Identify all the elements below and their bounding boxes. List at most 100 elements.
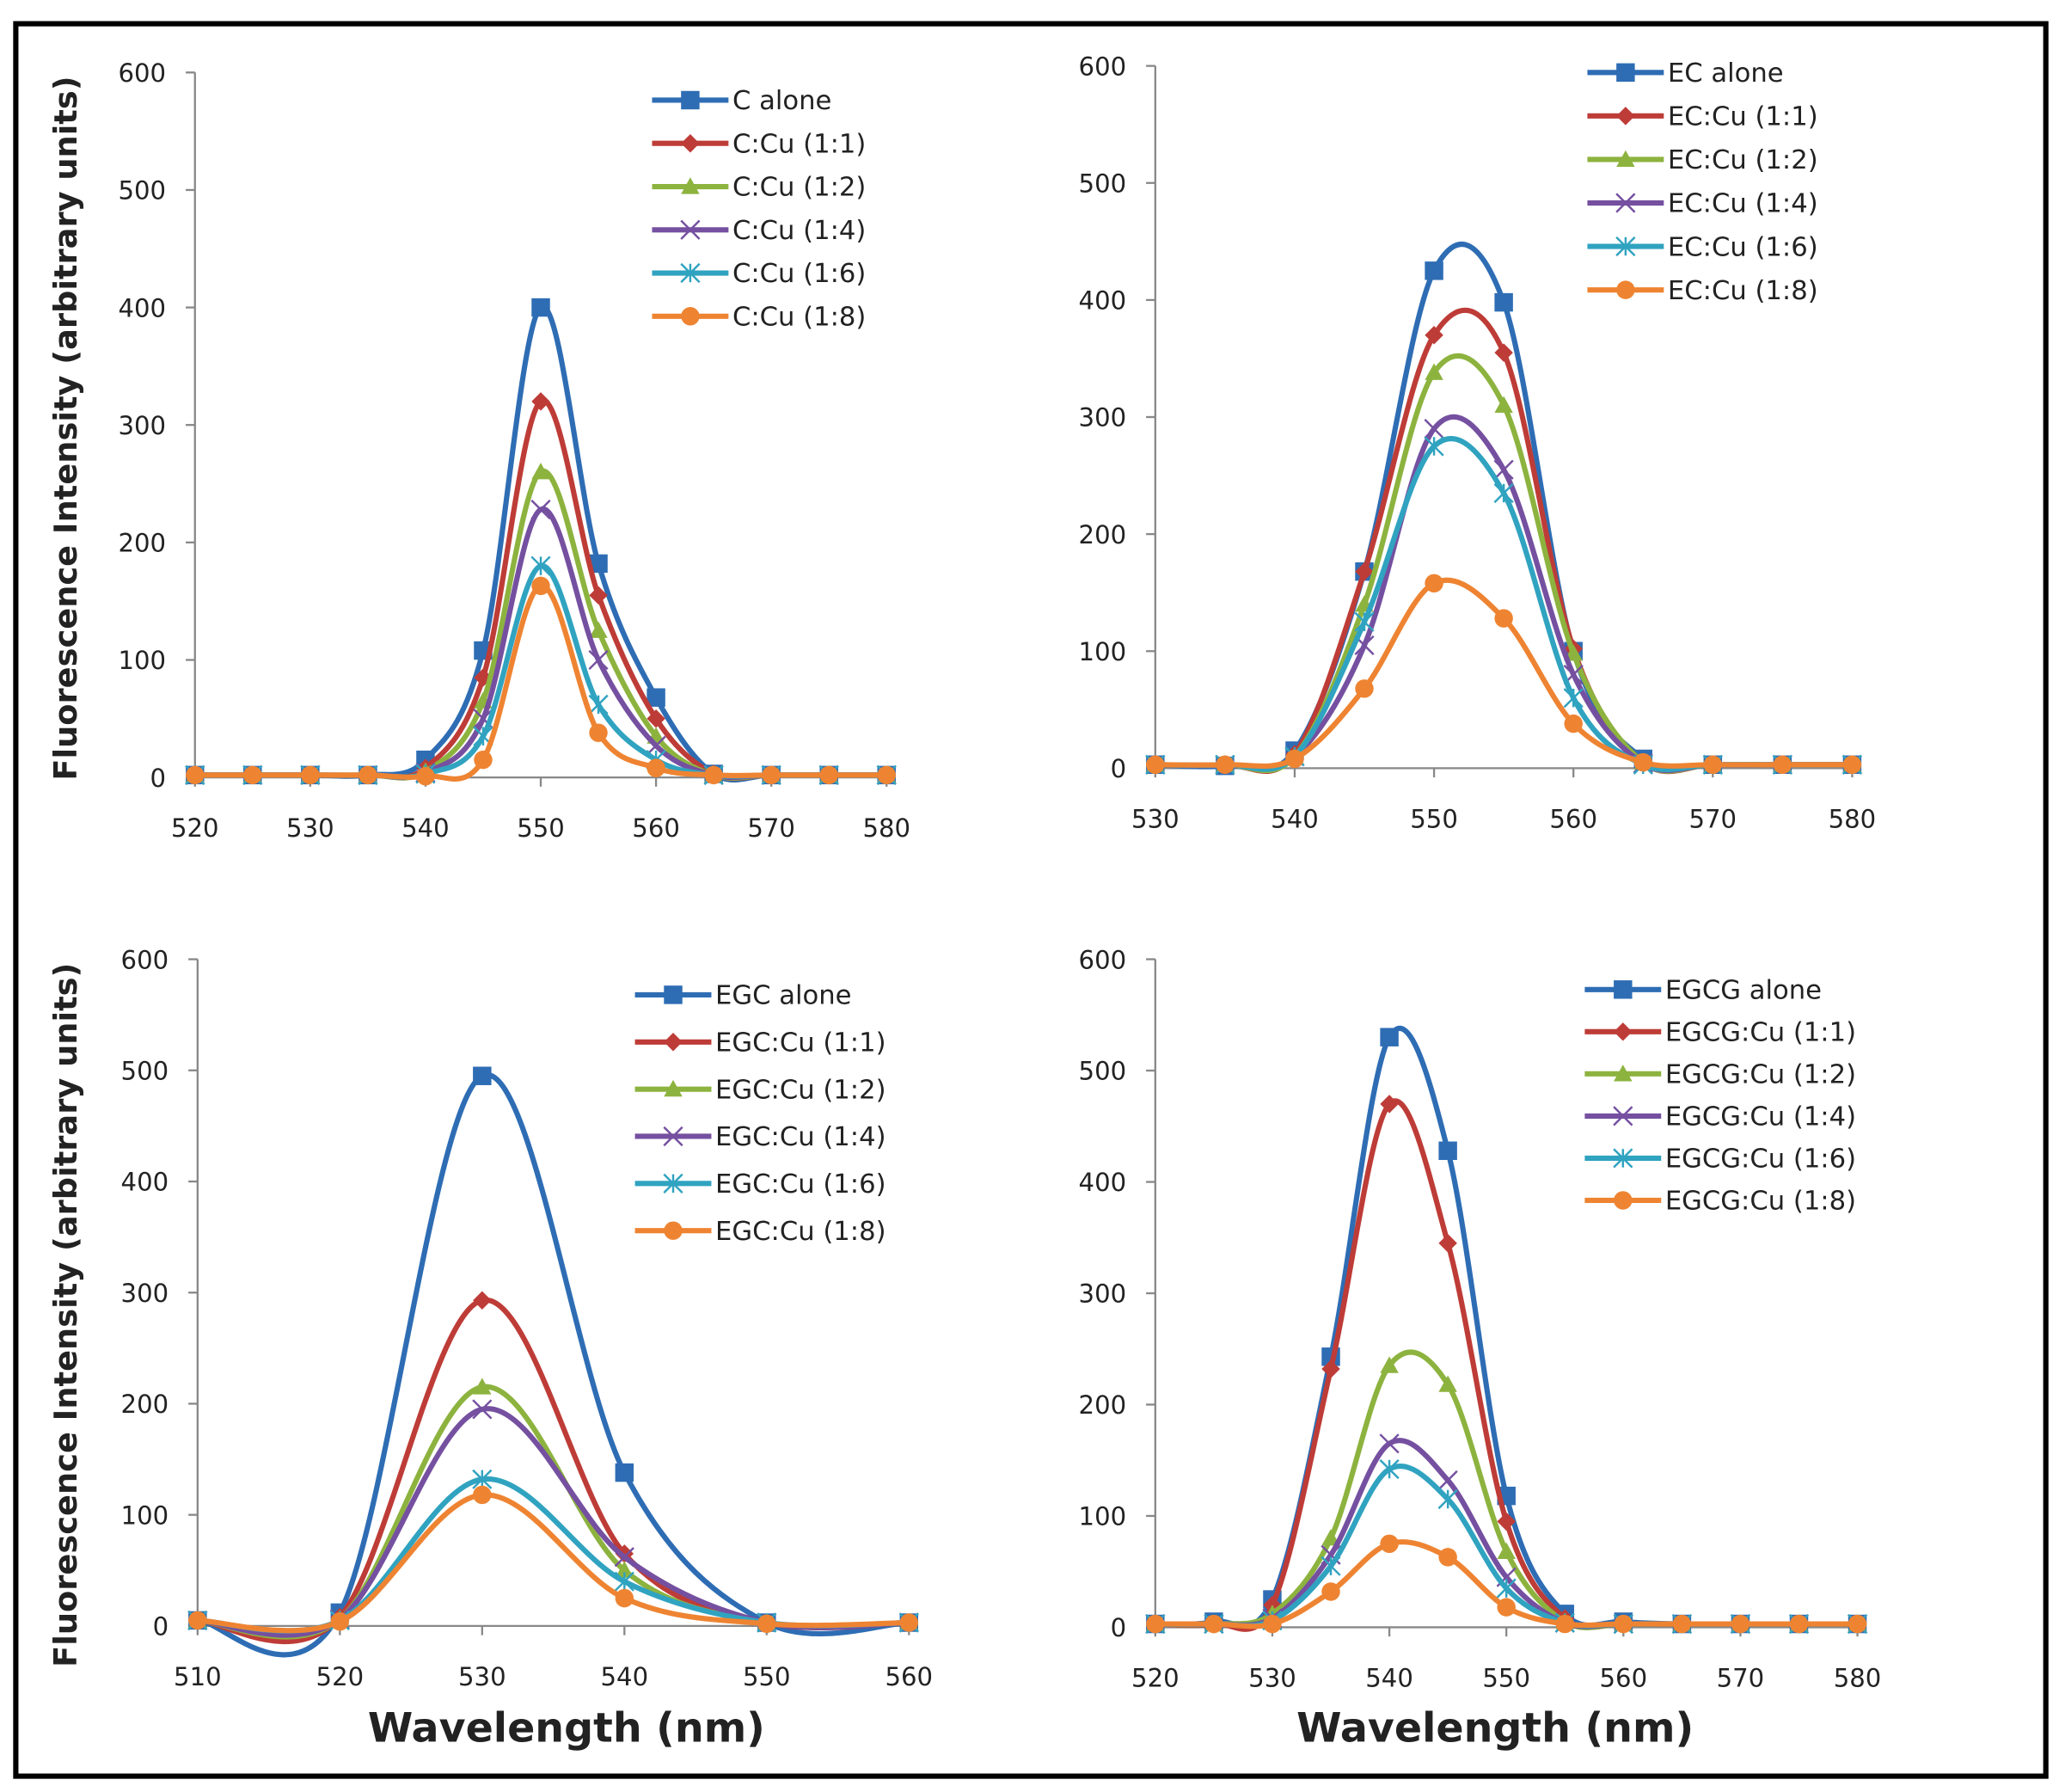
data-point: [474, 750, 493, 770]
data-point: [615, 1463, 634, 1482]
square-marker: [531, 298, 550, 317]
x-marker: [663, 1126, 683, 1147]
series-line: [197, 1492, 910, 1634]
circle-marker: [1614, 1191, 1633, 1210]
x-marker: [680, 219, 701, 240]
circle-marker: [1204, 1614, 1223, 1634]
data-point: [530, 499, 551, 520]
circle-marker: [1355, 679, 1374, 698]
data-point: [531, 392, 550, 411]
circle-marker: [1842, 755, 1862, 775]
circle-marker: [188, 1611, 207, 1630]
circle-marker: [358, 765, 377, 785]
circle-marker: [615, 1588, 634, 1608]
data-point: [416, 766, 435, 786]
chart-panel-1: 0 100 200 300 400 500 600 520 530 540 550 560 570 580…: [47, 58, 910, 843]
circle-marker: [899, 1613, 919, 1632]
data-point: [1438, 1375, 1457, 1392]
x-tick-label: 520: [316, 1662, 365, 1691]
data-point: [1438, 1548, 1457, 1567]
asterisk-marker: [663, 1173, 683, 1194]
series-1: [1146, 242, 1862, 776]
x-marker: [1424, 419, 1444, 439]
asterisk-marker: [530, 555, 551, 576]
data-point: [588, 649, 609, 671]
diamond-marker: [589, 586, 608, 605]
x-tick-label: 540: [601, 1662, 649, 1691]
diamond-marker: [1616, 107, 1635, 126]
square-marker: [1616, 63, 1635, 83]
triangle-marker: [1438, 1375, 1457, 1392]
legend-marker: [1616, 150, 1635, 168]
triangle-marker: [664, 1079, 683, 1097]
data-point: [1848, 1614, 1867, 1634]
data-point: [1496, 1578, 1517, 1599]
y-tick-label: 500: [1079, 1057, 1127, 1086]
circle-marker: [681, 307, 700, 326]
legend-entry: EGC:Cu (1:2): [634, 1075, 886, 1105]
legend-entry: EC:Cu (1:4): [1587, 189, 1818, 219]
chart-panel-2: 0 100 200 300 400 500 600 530 540 550 560 570 580 EC …: [1079, 52, 1877, 833]
legend-marker: [1613, 1106, 1633, 1126]
circle-marker: [762, 765, 781, 785]
diamond-marker: [1614, 1022, 1633, 1041]
diamond-marker: [1497, 1512, 1516, 1531]
data-point: [301, 765, 320, 785]
series-5: [187, 1469, 919, 1634]
circle-marker: [647, 758, 665, 777]
y-tick-label: 300: [1079, 1280, 1127, 1309]
triangle-marker: [1425, 363, 1443, 380]
asterisk-marker: [472, 1469, 493, 1489]
x-tick-label: 560: [632, 813, 680, 843]
series-line: [197, 1476, 910, 1634]
series-4: [185, 499, 897, 785]
data-point: [615, 1561, 634, 1578]
series-line: [194, 469, 887, 781]
data-point: [1497, 1512, 1516, 1531]
data-point: [1424, 436, 1444, 457]
legend-label: EGCG:Cu (1:1): [1665, 1018, 1856, 1048]
legend-label: EGCG:Cu (1:4): [1665, 1102, 1856, 1132]
x-tick-label: 580: [862, 813, 910, 843]
y-axis-label: Fluorescence Intensity (arbitrary units): [47, 76, 84, 780]
y-tick-label: 600: [1079, 945, 1127, 974]
legend-entry: C alone: [652, 86, 831, 116]
data-point: [1321, 1556, 1341, 1576]
series-line: [194, 506, 887, 781]
x-axis-label: Wavelength (nm): [1296, 1705, 1694, 1752]
legend-entry: EC:Cu (1:1): [1587, 102, 1818, 132]
asterisk-marker: [1424, 436, 1444, 457]
data-point: [188, 1611, 207, 1630]
legend-marker: [1614, 1022, 1633, 1041]
legend-label: EGC:Cu (1:4): [715, 1122, 886, 1152]
asterisk-marker: [1437, 1488, 1458, 1510]
data-point: [1842, 755, 1862, 775]
x-marker: [1437, 1470, 1458, 1491]
square-marker: [681, 90, 700, 110]
y-tick-label: 300: [1079, 403, 1127, 433]
x-tick-label: 580: [1834, 1663, 1882, 1692]
legend-label: EC alone: [1668, 58, 1784, 89]
y-tick-label: 300: [121, 1279, 169, 1308]
legend-marker: [663, 1126, 683, 1147]
x-tick-label: 550: [743, 1662, 791, 1691]
circle-marker: [877, 765, 896, 785]
legend-marker: [1615, 193, 1636, 213]
y-tick-label: 600: [121, 945, 169, 974]
square-marker: [589, 554, 608, 574]
data-point: [1555, 1614, 1574, 1634]
legend-label: EC:Cu (1:6): [1668, 232, 1818, 262]
triangle-marker: [681, 177, 700, 194]
y-tick-label: 100: [119, 646, 167, 675]
circle-marker: [819, 765, 838, 785]
circle-marker: [1263, 1614, 1282, 1634]
x-axis-label: Wavelength (nm): [368, 1705, 765, 1752]
x-tick-label: 550: [517, 813, 565, 843]
data-point: [1425, 574, 1443, 593]
y-tick-label: 200: [1079, 520, 1127, 549]
y-tick-label: 400: [1079, 1168, 1127, 1197]
data-point: [473, 1066, 492, 1085]
legend-marker: [663, 1173, 683, 1194]
diamond-marker: [681, 134, 700, 153]
series-6: [188, 1485, 919, 1634]
